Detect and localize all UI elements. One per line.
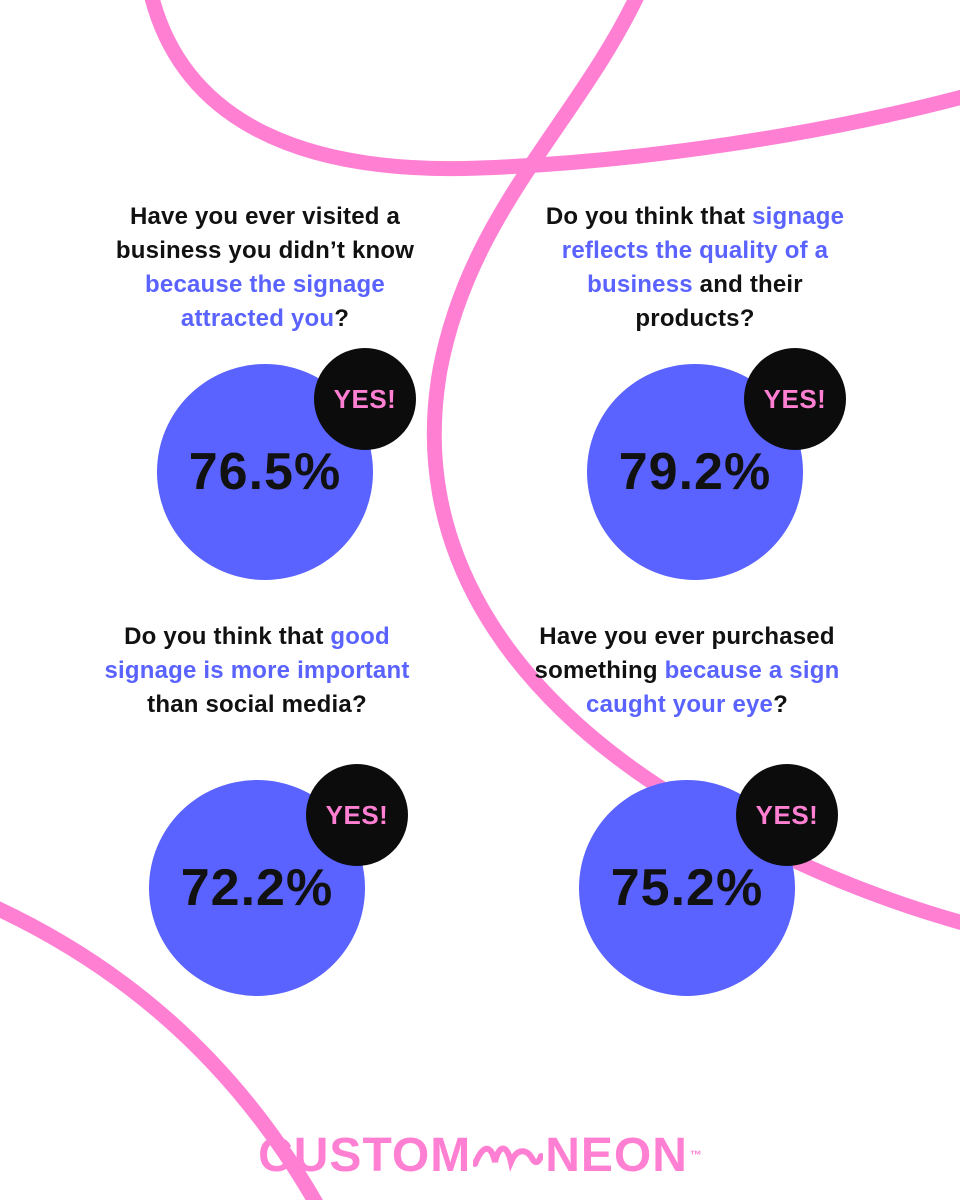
- question-text: Have you ever purchased something becaus…: [517, 620, 857, 722]
- percent-value: 75.2%: [610, 859, 764, 917]
- custom-neon-logo: CUSTOM NEON ™: [0, 1125, 960, 1185]
- question-highlight: because a sign caught your eye: [586, 657, 840, 718]
- logo-text-left: CUSTOM: [258, 1128, 472, 1182]
- yes-badge: YES!: [744, 348, 846, 450]
- survey-card-2: Do you think that signage reflects the q…: [495, 200, 895, 580]
- question-highlight: good signage is more important: [104, 623, 410, 684]
- question-highlight: signage reflects the quality of a busine…: [561, 203, 845, 298]
- logo-wave-icon: [473, 1145, 544, 1172]
- question-part: Do you think that: [124, 623, 331, 650]
- question-text: Do you think that signage reflects the q…: [525, 200, 865, 336]
- survey-card-4: Have you ever purchased something becaus…: [487, 620, 887, 1000]
- question-part: ?: [334, 305, 350, 332]
- yes-badge: YES!: [306, 764, 408, 866]
- yes-badge: YES!: [314, 348, 416, 450]
- question-highlight: because the signage attracted you: [145, 271, 385, 332]
- survey-card-1: Have you ever visited a business you did…: [65, 200, 465, 580]
- question-part: Have you ever purchased something: [534, 623, 835, 684]
- question-part: Do you think that: [545, 203, 753, 230]
- trademark-symbol: ™: [689, 1148, 702, 1162]
- question-part: Have you ever visited a business you did…: [115, 203, 415, 264]
- question-part: ?: [773, 691, 788, 718]
- question-text: Have you ever visited a business you did…: [95, 200, 435, 336]
- survey-card-3: Do you think that good signage is more i…: [57, 620, 457, 1000]
- question-text: Do you think that good signage is more i…: [87, 620, 427, 722]
- percent-value: 72.2%: [180, 859, 334, 917]
- pink-loop-line: [144, 0, 960, 177]
- question-part: than social media?: [147, 691, 367, 718]
- yes-badge: YES!: [736, 764, 838, 866]
- question-part: and their products?: [635, 271, 803, 332]
- percent-value: 79.2%: [618, 443, 772, 501]
- percent-value: 76.5%: [188, 443, 342, 501]
- logo-text-right: NEON: [545, 1128, 688, 1182]
